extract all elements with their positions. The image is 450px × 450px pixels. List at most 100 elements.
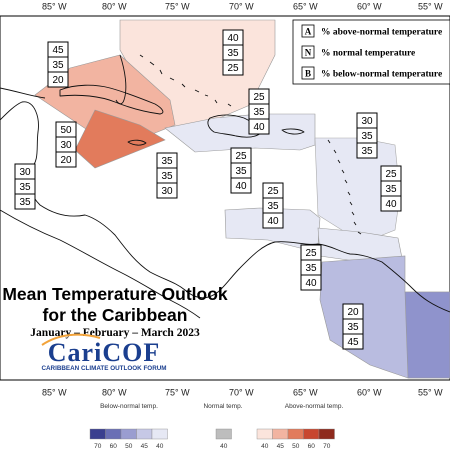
prob-value-below: 40 (235, 181, 247, 192)
prob-value-normal: 35 (161, 171, 173, 182)
legend-below-swatch (105, 428, 122, 440)
prob-box-guianas: 20 35 45 (342, 303, 364, 350)
prob-value-above: 40 (227, 33, 239, 44)
legend-caption-below: Below-normal temp. (100, 403, 158, 410)
legend-below-swatch (151, 428, 168, 440)
region-guianas-east (404, 291, 450, 379)
coast-cuba (59, 84, 164, 115)
lon-label-55: 55° W (418, 1, 443, 11)
prob-value-above: 35 (161, 156, 173, 167)
prob-value-normal: 35 (235, 166, 247, 177)
legend-above-swatch (287, 428, 304, 440)
prob-box-leeward: 30 35 35 (356, 112, 378, 159)
lon-label-65-bottom: 65° W (293, 387, 318, 397)
prob-box-jamaica: 35 35 30 (156, 152, 178, 199)
map-key: A % above-normal temperature N % normal … (292, 19, 450, 85)
prob-cell-below (356, 142, 378, 159)
legend-above-tick-label: 50 (292, 443, 300, 450)
prob-value-normal: 35 (361, 131, 373, 142)
prob-box-abc-islands: 25 35 40 (262, 182, 284, 229)
lon-label-65: 65° W (293, 1, 318, 11)
prob-value-above: 45 (52, 45, 64, 56)
prob-value-below: 20 (52, 75, 64, 86)
probability-boxes: 40 35 25 45 35 20 50 30 20 30 35 35 35 35 30 25 35 40 25 35… (14, 29, 402, 350)
legend-above-tick-label: 45 (277, 443, 285, 450)
prob-box-cuba: 45 35 20 (47, 41, 69, 88)
prob-box-windward: 25 35 40 (380, 165, 402, 212)
coastlines (0, 54, 450, 319)
coast-central-america (0, 101, 241, 299)
key-letter-b-box (301, 66, 315, 80)
lon-label-80-bottom: 80° W (102, 387, 127, 397)
key-text-below: % below-normal temperature (321, 70, 442, 80)
prob-value-normal: 35 (267, 201, 279, 212)
lon-label-60-bottom: 60° W (357, 387, 382, 397)
prob-cell-below (156, 182, 178, 199)
legend-above-tick-label: 40 (261, 443, 269, 450)
prob-cell-below (55, 151, 77, 168)
prob-cell-below (222, 59, 244, 76)
prob-value-normal: 35 (253, 107, 265, 118)
legend-above-tick-label: 70 (323, 443, 331, 450)
prob-value-above: 25 (385, 169, 397, 180)
prob-value-above: 25 (253, 92, 265, 103)
key-letter-a-box (301, 24, 315, 38)
legend-normal-tick-label: 40 (220, 443, 228, 450)
prob-value-below: 25 (227, 63, 239, 74)
legend-below-tick-label: 45 (141, 443, 149, 450)
prob-cell-below (342, 333, 364, 350)
lon-label-55-bottom: 55° W (418, 387, 443, 397)
lon-label-70: 70° W (229, 1, 254, 11)
prob-value-below: 40 (253, 122, 265, 133)
prob-cell-below (380, 195, 402, 212)
legend-above-swatch (303, 428, 320, 440)
prob-value-above: 20 (347, 307, 359, 318)
bottom-longitude-labels: 85° W 80° W 75° W 70° W 65° W 60° W 55° … (42, 387, 443, 397)
lon-label-70-bottom: 70° W (229, 387, 254, 397)
coast-bahamas (139, 54, 232, 107)
lon-label-80: 80° W (102, 1, 127, 11)
prob-value-normal: 35 (19, 182, 31, 193)
legend-normal-swatch (215, 428, 232, 440)
lon-label-85: 85° W (42, 1, 67, 11)
prob-value-below: 20 (60, 155, 72, 166)
prob-value-above: 25 (235, 151, 247, 162)
lon-label-85-bottom: 85° W (42, 387, 67, 397)
logo-sub-text: CARIBBEAN CLIMATE OUTLOOK FORUM (41, 365, 166, 372)
legend-below-tick-label: 50 (125, 443, 133, 450)
legend-above-swatch (256, 428, 273, 440)
lon-label-75-bottom: 75° W (165, 387, 190, 397)
key-text-normal: % normal temperature (321, 49, 415, 59)
prob-value-above: 30 (361, 116, 373, 127)
coast-jamaica (127, 139, 147, 146)
map-key-background (292, 19, 450, 85)
prob-cell-below (47, 71, 69, 88)
logo-swoosh (41, 333, 101, 346)
prob-value-below: 40 (305, 278, 317, 289)
prob-box-central-america: 30 35 35 (14, 163, 36, 210)
legend-above-swatch (272, 428, 289, 440)
lon-label-60: 60° W (357, 1, 382, 11)
map-title-line2: for the Caribbean (43, 305, 188, 325)
prob-cell-below (230, 177, 252, 194)
title-block: Mean Temperature Outlook for the Caribbe… (2, 284, 228, 339)
prob-value-above: 25 (305, 248, 317, 259)
color-legend: Below-normal temp. Normal temp. Above-no… (89, 403, 343, 450)
map-title-period: January – February – March 2023 (30, 327, 200, 339)
coast-lesser-antilles (327, 139, 362, 235)
legend-swatches: 70 60 50 45 40 40 40 45 50 60 70 (89, 428, 335, 450)
prob-cell-below (262, 212, 284, 229)
prob-value-below: 40 (385, 199, 397, 210)
map-title-line1: Mean Temperature Outlook (2, 284, 228, 304)
prob-value-above: 25 (267, 186, 279, 197)
legend-below-tick-label: 70 (94, 443, 102, 450)
prob-value-normal: 30 (60, 140, 72, 151)
logo-main-text: CariCOF (48, 338, 160, 367)
prob-value-above: 30 (19, 167, 31, 178)
lon-label-75: 75° W (165, 1, 190, 11)
key-letter-n: N (305, 48, 312, 58)
prob-value-below: 35 (19, 197, 31, 208)
legend-below-tick-label: 60 (110, 443, 118, 450)
top-longitude-labels: 85° W 80° W 75° W 70° W 65° W 60° W 55° … (42, 1, 443, 11)
